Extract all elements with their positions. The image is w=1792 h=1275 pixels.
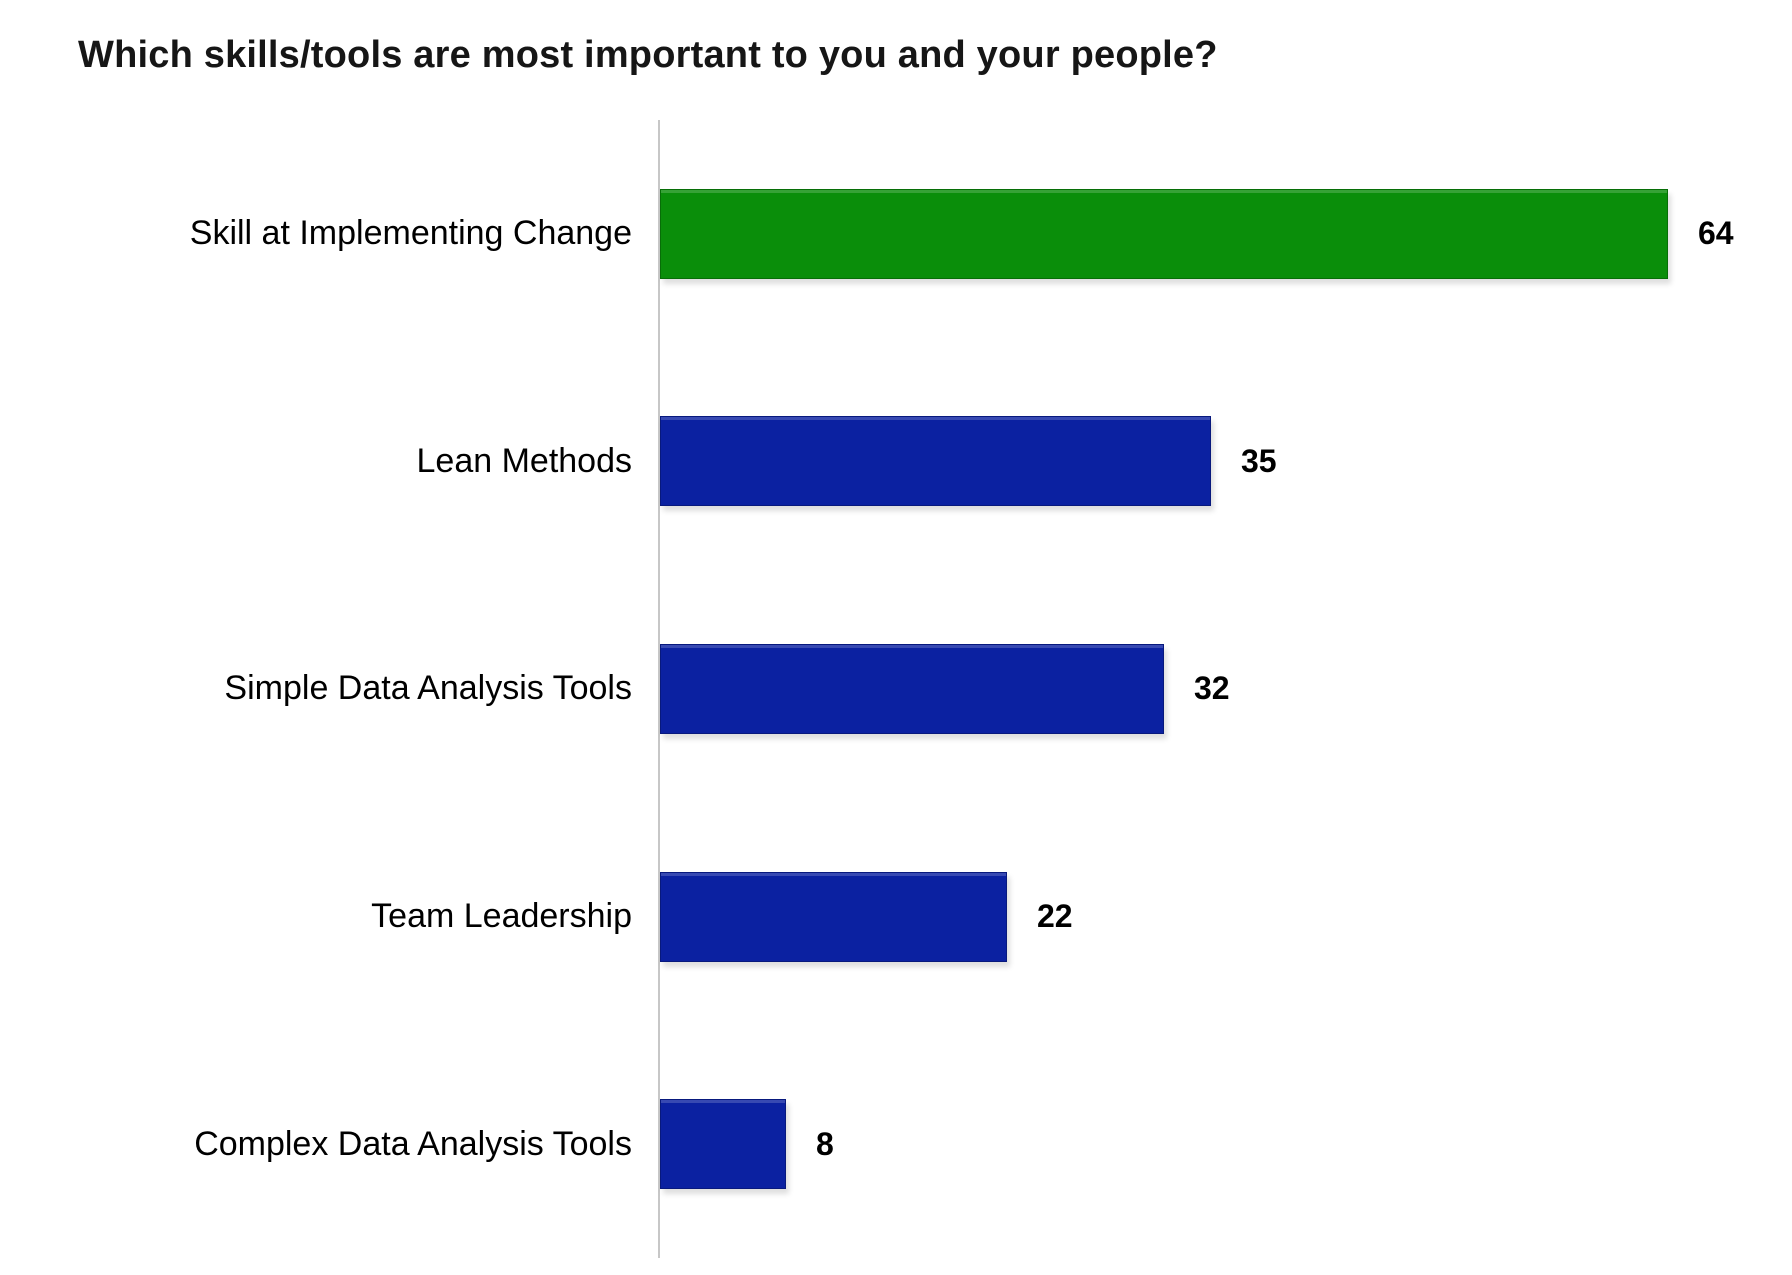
chart-title: Which skills/tools are most important to… [78, 34, 1218, 76]
category-label: Lean Methods [416, 441, 633, 480]
category-label: Simple Data Analysis Tools [224, 669, 632, 708]
bar-track: 64 [660, 188, 1734, 279]
value-label: 22 [1037, 898, 1073, 935]
bar-row: Lean Methods 35 [0, 348, 1792, 576]
y-axis-line [658, 120, 660, 1258]
category-label: Skill at Implementing Change [189, 214, 632, 253]
bar-row: Team Leadership 22 [0, 803, 1792, 1031]
value-label: 35 [1241, 442, 1277, 479]
category-label: Complex Data Analysis Tools [194, 1124, 632, 1163]
category-label: Team Leadership [371, 897, 632, 936]
bar [660, 188, 1668, 279]
bar [660, 1099, 786, 1190]
bar [660, 871, 1007, 962]
bar-track: 35 [660, 416, 1277, 507]
bars-container: Skill at Implementing Change 64 Lean Met… [0, 120, 1792, 1258]
value-label: 8 [816, 1125, 834, 1162]
value-label: 32 [1194, 670, 1230, 707]
bar-row: Simple Data Analysis Tools 32 [0, 575, 1792, 803]
bar-row: Complex Data Analysis Tools 8 [0, 1030, 1792, 1258]
bar-track: 32 [660, 643, 1230, 734]
bar-row: Skill at Implementing Change 64 [0, 120, 1792, 348]
bar-track: 22 [660, 871, 1073, 962]
bar [660, 643, 1164, 734]
bar-track: 8 [660, 1099, 834, 1190]
plot-area: Skill at Implementing Change 64 Lean Met… [0, 120, 1792, 1258]
bar [660, 416, 1211, 507]
value-label: 64 [1698, 215, 1734, 252]
